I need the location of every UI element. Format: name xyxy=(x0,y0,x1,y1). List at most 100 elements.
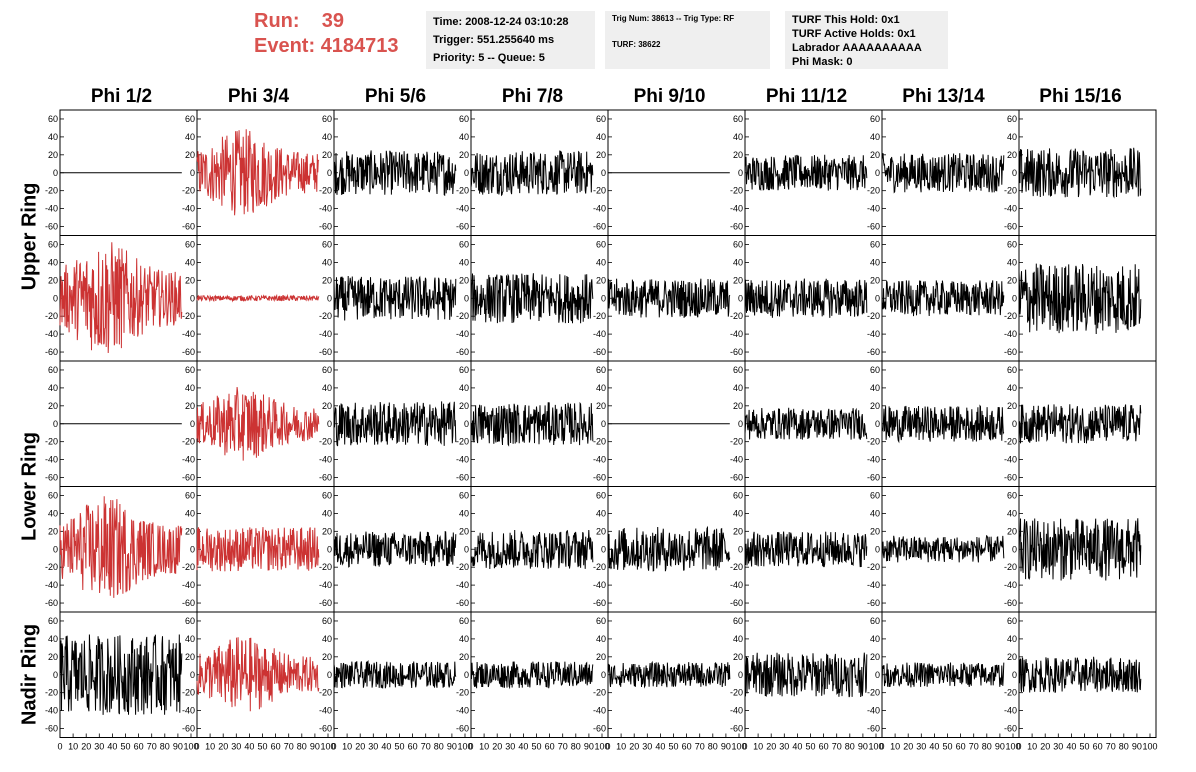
y-tick-label: -20 xyxy=(182,437,195,447)
y-tick-label: 60 xyxy=(322,616,332,626)
y-tick-label: 40 xyxy=(733,508,743,518)
x-tick-label: 20 xyxy=(766,742,776,752)
y-tick-label: 20 xyxy=(733,401,743,411)
y-tick-label: -40 xyxy=(730,204,743,214)
y-tick-label: -40 xyxy=(867,455,880,465)
y-tick-label: 40 xyxy=(322,508,332,518)
y-tick-label: 40 xyxy=(596,257,606,267)
event-value: 4184713 xyxy=(320,35,399,57)
y-tick-label: 40 xyxy=(870,132,880,142)
y-tick-label: 20 xyxy=(596,150,606,160)
y-tick-label: 60 xyxy=(733,365,743,375)
y-tick-label: 0 xyxy=(53,544,58,554)
y-tick-label: 60 xyxy=(1007,239,1017,249)
y-tick-label: 40 xyxy=(1007,132,1017,142)
y-tick-label: 0 xyxy=(464,419,469,429)
y-tick-label: 60 xyxy=(459,114,469,124)
waveform-r4-c0 xyxy=(59,634,183,715)
y-tick-label: -60 xyxy=(593,724,606,734)
y-tick-label: 0 xyxy=(601,168,606,178)
y-tick-label: -20 xyxy=(867,688,880,698)
y-tick-label: -20 xyxy=(45,437,58,447)
x-tick-label: 90 xyxy=(584,742,594,752)
y-tick-label: -60 xyxy=(1004,724,1017,734)
waveform-r2-c1 xyxy=(196,386,320,461)
y-tick-label: 60 xyxy=(459,239,469,249)
y-tick-label: 0 xyxy=(327,544,332,554)
x-tick-label: 70 xyxy=(832,742,842,752)
y-tick-label: 20 xyxy=(870,150,880,160)
waveform-r3-c3 xyxy=(470,529,594,570)
x-tick-label: 40 xyxy=(655,742,665,752)
y-tick-label: -60 xyxy=(730,473,743,483)
y-tick-label: 0 xyxy=(53,168,58,178)
y-tick-label: -40 xyxy=(730,706,743,716)
y-tick-label: 60 xyxy=(185,365,195,375)
x-tick-label: 70 xyxy=(1106,742,1116,752)
x-tick-label: 80 xyxy=(434,742,444,752)
x-tick-label: 60 xyxy=(956,742,966,752)
y-tick-label: 0 xyxy=(1012,293,1017,303)
x-tick-label: 70 xyxy=(284,742,294,752)
y-tick-label: 0 xyxy=(738,544,743,554)
y-tick-label: -40 xyxy=(867,580,880,590)
x-tick-label: 50 xyxy=(531,742,541,752)
run-label: Run: xyxy=(254,10,300,32)
y-tick-label: -20 xyxy=(867,186,880,196)
y-tick-label: 40 xyxy=(185,383,195,393)
y-tick-label: 20 xyxy=(459,275,469,285)
y-tick-label: 40 xyxy=(1007,257,1017,267)
y-tick-label: -40 xyxy=(730,329,743,339)
y-tick-label: -60 xyxy=(730,222,743,232)
column-header-phi-15-16: Phi 15/16 xyxy=(1039,86,1122,107)
y-tick-label: -20 xyxy=(593,311,606,321)
x-tick-label: 90 xyxy=(447,742,457,752)
x-tick-label: 0 xyxy=(879,742,884,752)
x-tick-label: 0 xyxy=(468,742,473,752)
x-tick-label: 50 xyxy=(942,742,952,752)
y-tick-label: 0 xyxy=(875,419,880,429)
x-tick-label: 40 xyxy=(1066,742,1076,752)
waveform-r1-c7 xyxy=(1018,263,1142,335)
y-tick-label: -60 xyxy=(182,347,195,357)
column-header-phi-7-8: Phi 7/8 xyxy=(501,86,564,107)
y-tick-label: -40 xyxy=(1004,580,1017,590)
x-tick-label: 10 xyxy=(342,742,352,752)
y-tick-label: -40 xyxy=(730,580,743,590)
waveform-r3-c5 xyxy=(744,531,868,568)
waveform-r2-c7 xyxy=(1018,404,1142,444)
y-tick-label: -20 xyxy=(867,311,880,321)
y-tick-label: 60 xyxy=(185,114,195,124)
waveform-r0-c5 xyxy=(744,154,868,192)
x-tick-label: 50 xyxy=(257,742,267,752)
y-tick-label: 20 xyxy=(870,526,880,536)
column-header-phi-5-6: Phi 5/6 xyxy=(364,86,427,107)
y-tick-label: 20 xyxy=(185,275,195,285)
x-tick-label: 60 xyxy=(819,742,829,752)
y-tick-label: -20 xyxy=(319,311,332,321)
y-tick-label: 0 xyxy=(53,293,58,303)
y-tick-label: 0 xyxy=(738,168,743,178)
y-tick-label: 60 xyxy=(185,239,195,249)
y-tick-label: 20 xyxy=(185,652,195,662)
x-tick-label: 10 xyxy=(479,742,489,752)
y-tick-label: 0 xyxy=(190,670,195,680)
y-tick-label: -60 xyxy=(730,598,743,608)
y-tick-label: 0 xyxy=(190,168,195,178)
time-info-box: Time: 2008-12-24 03:10:28 Trigger: 551.2… xyxy=(426,11,595,69)
x-tick-label: 80 xyxy=(982,742,992,752)
waveform-r4-c5 xyxy=(744,652,868,698)
y-tick-label: -40 xyxy=(1004,204,1017,214)
y-tick-label: -60 xyxy=(456,598,469,608)
y-tick-label: -60 xyxy=(593,222,606,232)
run-event-header: Run: 39 Event: 4184713 xyxy=(254,9,399,59)
y-tick-label: 40 xyxy=(596,383,606,393)
y-tick-label: -60 xyxy=(867,598,880,608)
y-tick-label: 60 xyxy=(48,114,58,124)
y-tick-label: -20 xyxy=(730,311,743,321)
y-tick-label: 60 xyxy=(459,490,469,500)
y-tick-label: 20 xyxy=(48,652,58,662)
y-tick-label: -20 xyxy=(456,562,469,572)
waveform-r2-c2 xyxy=(333,401,457,447)
